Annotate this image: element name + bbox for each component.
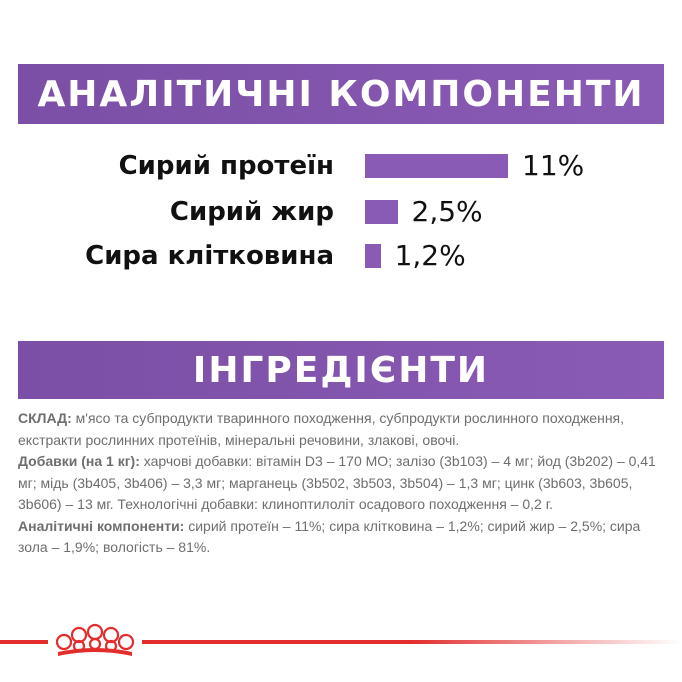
nutrient-row-fiber: Сира клітковина 1,2% [0,236,682,276]
additives-text: харчові добавки: вітамін D3 – 170 МО; за… [18,453,656,512]
additives-label: Добавки (на 1 кг): [18,453,140,469]
composition-label: СКЛАД: [18,410,72,426]
nutrient-value: 2,5% [411,195,483,228]
nutrient-bar [365,154,508,178]
footer-red-line [0,640,682,644]
nutrient-bar [365,200,398,224]
composition-paragraph: СКЛАД: м'ясо та субпродукти тваринного п… [18,408,666,451]
analytic-components-banner: АНАЛІТИЧНІ КОМПОНЕНТИ [18,64,664,124]
nutrient-row-fat: Сирий жир 2,5% [0,192,682,232]
ingredients-banner: ІНГРЕДІЄНТИ [18,341,664,399]
nutrient-bar [365,244,381,268]
analytic-label: Аналітичні компоненти: [18,517,185,534]
nutrient-label: Сирий протеїн [118,151,334,181]
ingredients-text-block: СКЛАД: м'ясо та субпродукти тваринного п… [18,408,666,559]
nutrient-row-protein: Сирий протеїн 11% [0,146,682,186]
analytic-components-title: АНАЛІТИЧНІ КОМПОНЕНТИ [37,73,645,115]
additives-paragraph: Добавки (на 1 кг): харчові добавки: віта… [18,451,666,516]
crown-svg [55,623,135,656]
composition-text: м'ясо та субпродукти тваринного походжен… [18,410,625,448]
analytic-text: сирий протеїн – 11%; сира клітковина – 1… [18,517,641,556]
nutrient-value: 11% [522,149,585,182]
ingredients-title: ІНГРЕДІЄНТИ [192,349,490,391]
nutrient-label: Сирий жир [169,197,334,227]
royal-canin-crown-icon [48,618,142,660]
nutrient-value: 1,2% [394,239,466,272]
nutrient-label: Сира клітковина [85,241,334,271]
analytic-paragraph: Аналітичні компоненти: сирий протеїн – 1… [18,516,666,559]
